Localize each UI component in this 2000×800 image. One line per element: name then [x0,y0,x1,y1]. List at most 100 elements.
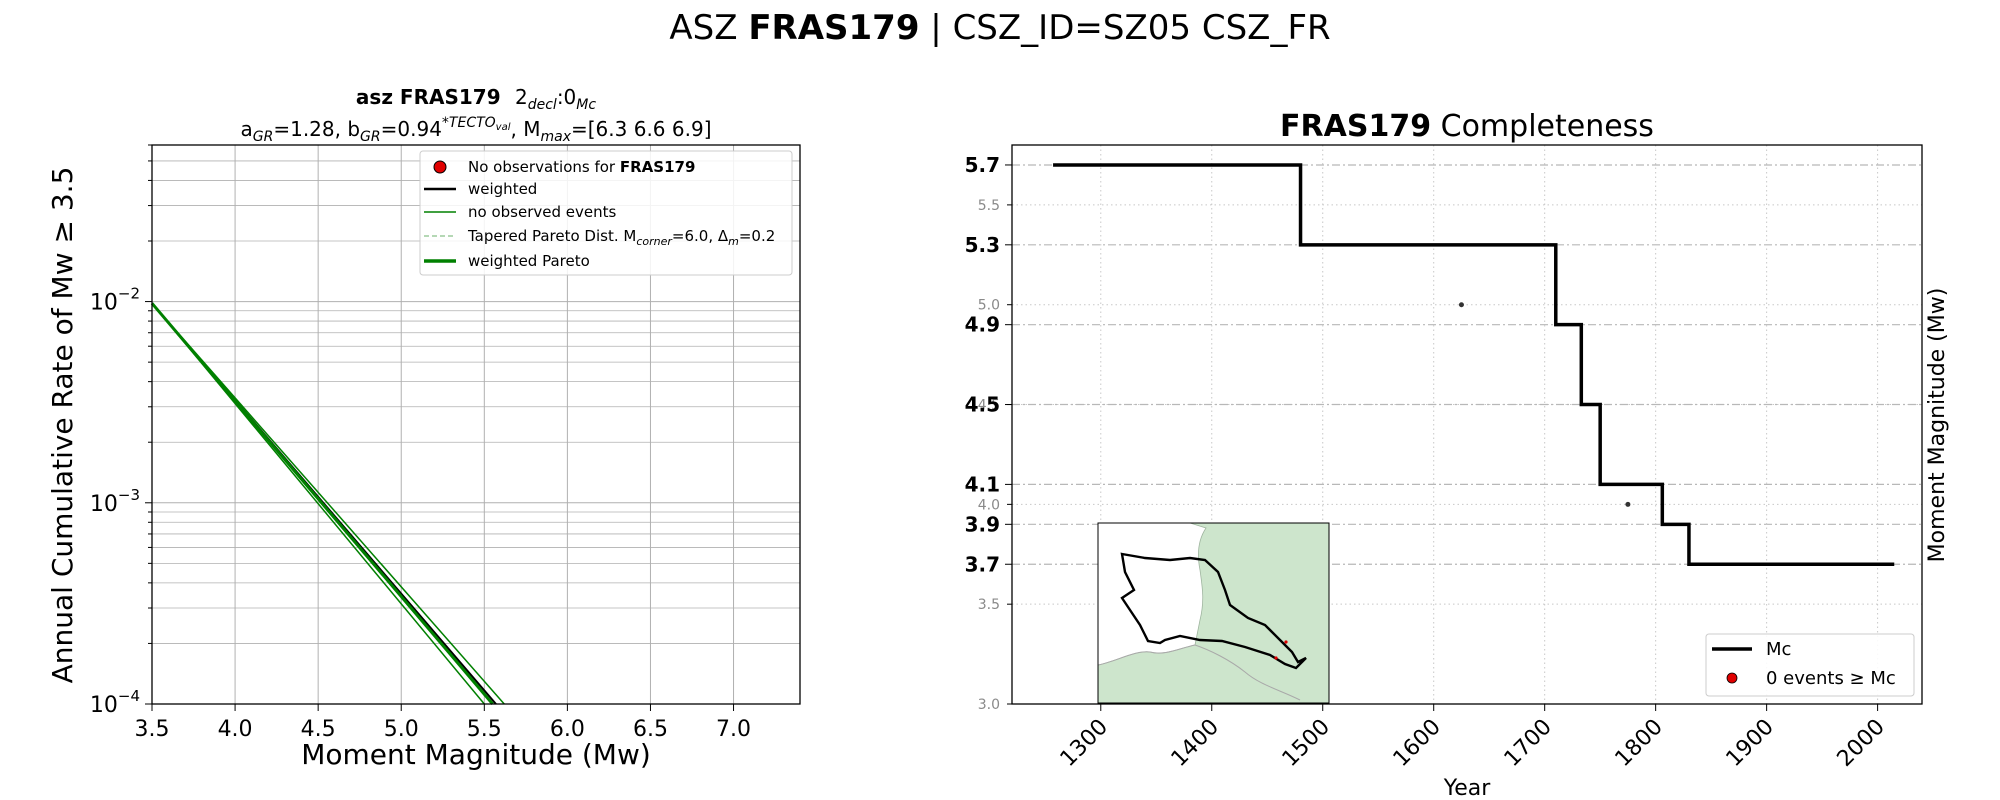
left-y-tick-label: 10−2 [90,285,140,316]
left-x-tick-label: 4.0 [218,717,253,742]
left-legend-box [419,150,793,276]
right-x-tick-label: 1400 [1167,715,1224,772]
legend-label-tapered-pareto: Tapered Pareto Dist. Mcorner=6.0, Δm=0.2 [467,227,775,248]
left-x-axis-label: Moment Magnitude (Mw) [301,738,651,771]
right-major-y-tick-label: 3.9 [965,512,1000,536]
inset-map [1097,522,1330,704]
right-grid [1012,145,1922,705]
left-series-line [150,302,494,705]
right-minor-y-tick-label: 5.5 [978,198,1000,214]
legend-marker-no-observations [433,160,447,174]
right-y-axis-label: Moment Magnitude (Mw) [1925,288,1950,563]
right-minor-y-tick-label: 3.5 [978,597,1000,613]
right-x-tick-label: 1300 [1056,715,1113,772]
right-major-y-tick-label: 4.1 [965,472,1000,496]
right-x-tick-label: 1900 [1722,715,1779,772]
legend-label-zero-events: 0 events ≥ Mc [1766,668,1896,689]
inset-map-point [1284,640,1288,644]
inset-map-frame [1097,522,1330,704]
left-x-tick-label: 6.5 [633,717,668,742]
right-x-tick-label: 1600 [1389,715,1446,772]
legend-tp-sub2: m [728,235,739,248]
left-y-tick-label: 10−4 [90,687,140,718]
legend-tp-mid: =6.0, Δ [672,227,729,245]
right-chart-title: FRAS179 Completeness [1280,109,1654,144]
right-major-y-tick-label: 5.3 [965,233,1000,257]
inset-map-background [1098,523,1329,703]
left-title2-m-sub: max [540,129,571,145]
left-legend: No observations for FRAS179 weighted no … [419,150,793,276]
right-title-bold: FRAS179 [1280,109,1431,144]
legend-label-weighted: weighted [468,180,537,198]
left-chart-title-line2: aGR=1.28, bGR=0.94*TECTOval, Mmax=[6.3 6… [241,115,712,145]
left-series-line [151,302,497,705]
right-x-tick-label: 1700 [1500,715,1557,772]
left-title2-m: , M [511,117,541,141]
right-legend-box [1705,633,1915,697]
left-ticks: 3.5 4.0 4.5 5.0 5.5 6.0 6.5 7.0 10−2 10−3 10−4 [90,144,751,742]
inset-map-point-2 [1274,656,1278,660]
right-series-group [1053,163,1895,566]
left-y-axis-label: Annual Cumulative Rate of Mw ≥ 3.5 [46,167,79,684]
left-series-line [151,302,485,705]
right-minor-y-tick-label: 4.0 [978,497,1000,513]
legend-no-obs-text: No observations for [468,158,620,176]
legend-label-mc: Mc [1766,639,1791,660]
figure-title: ASZ FRAS179 | CSZ_ID=SZ05 CSZ_FR [0,8,2000,48]
left-title2-a-sub: GR [253,129,274,145]
figure-title-bold: FRAS179 [748,8,920,48]
legend-label-no-observations: No observations for FRAS179 [468,158,695,176]
right-major-y-tick-label: 5.7 [965,153,1000,177]
completeness-point [1458,302,1464,308]
mc-step-line [1053,163,1895,566]
inset-map-coast [1097,644,1301,701]
right-minor-y-tick-label: 3.0 [978,697,1000,713]
legend-label-no-observed-events: no observed events [468,203,616,221]
legend-label-weighted-pareto: weighted Pareto [468,252,590,270]
left-title2-a-val: =1.28, b [273,117,360,141]
left-x-tick-label: 5.5 [467,717,502,742]
right-title-rest: Completeness [1431,109,1654,144]
left-chart-title-line1: asz FRAS179 2decl:0Mc [356,85,596,113]
left-x-tick-label: 6.0 [550,717,585,742]
left-x-tick-label: 5.0 [384,717,419,742]
right-ticks: 3.03.54.04.55.05.53.73.94.14.54.95.35.71… [965,153,1890,772]
left-y-tick-label: 10−3 [90,486,140,517]
left-grid [151,144,800,705]
left-x-tick-label: 7.0 [716,717,751,742]
left-title-bold: asz FRAS179 [356,85,501,109]
left-title-sub2: Mc [576,97,596,113]
figure-title-prefix: ASZ [669,8,749,48]
left-title2-b-val: =0.94 [381,117,442,141]
left-title2-sup-sub: val [496,122,511,133]
figure-title-suffix: | CSZ_ID=SZ05 CSZ_FR [919,8,1331,48]
left-x-tick-label: 3.5 [135,717,170,742]
right-x-tick-label: 1800 [1611,715,1668,772]
left-plot-frame [151,144,801,705]
right-x-tick-label: 2000 [1833,715,1890,772]
left-title2-sup: *TECTO [442,115,496,131]
legend-no-obs-bold: FRAS179 [620,158,696,176]
legend-marker-zero-events [1726,672,1738,684]
legend-tp-sub1: corner [636,235,673,248]
right-legend: Mc 0 events ≥ Mc [1705,633,1915,697]
left-title-sub1: decl [528,97,557,113]
right-major-y-tick-label: 4.5 [965,393,1000,417]
left-title-mid: :0 [557,85,576,109]
legend-tp-1: Tapered Pareto Dist. M [467,227,636,245]
completeness-point [1625,501,1631,507]
left-title2-a: a [241,117,253,141]
left-series-line [151,302,505,705]
right-major-y-tick-label: 4.9 [965,313,1000,337]
inset-map-region [1120,552,1307,670]
left-title2-b-sub: GR [360,129,381,145]
right-x-tick-label: 1500 [1278,715,1335,772]
left-title2-m-val: =[6.3 6.6 6.9] [571,117,712,141]
left-x-tick-label: 4.5 [301,717,336,742]
left-series-group [150,302,505,705]
inset-map-land [1097,522,1330,704]
legend-tp-end: =0.2 [739,227,775,245]
right-major-y-tick-label: 3.7 [965,552,1000,576]
